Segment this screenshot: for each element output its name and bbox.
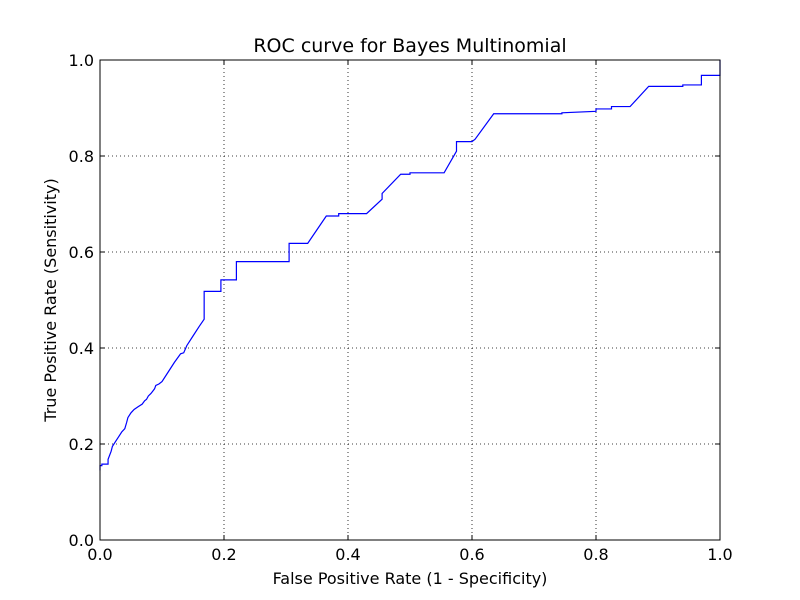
x-tick-label: 0.2 bbox=[211, 545, 236, 564]
y-tick-label: 0.4 bbox=[69, 339, 94, 358]
y-tick-label: 1.0 bbox=[69, 51, 94, 70]
roc-curve-line bbox=[99, 60, 721, 471]
x-axis-label: False Positive Rate (1 - Specificity) bbox=[273, 569, 548, 588]
x-tick-label: 0.8 bbox=[583, 545, 608, 564]
x-tick-label: 0.0 bbox=[87, 545, 112, 564]
y-tick-label: 0.2 bbox=[69, 435, 94, 454]
x-tick-label: 0.4 bbox=[335, 545, 360, 564]
tick-labels: 0.0 0.2 0.4 0.6 0.8 1.0 0.0 0.2 0.4 0.6 0.8 1.0 bbox=[69, 51, 733, 564]
y-axis-label: True Positive Rate (Sensitivity) bbox=[41, 178, 60, 422]
axis-ticks bbox=[99, 59, 721, 541]
grid bbox=[99, 59, 721, 541]
x-tick-label: 0.6 bbox=[459, 545, 484, 564]
y-tick-label: 0.6 bbox=[69, 243, 94, 262]
chart-title: ROC curve for Bayes Multinomial bbox=[253, 35, 566, 57]
y-tick-label: 0.0 bbox=[69, 531, 94, 550]
y-tick-label: 0.8 bbox=[69, 147, 94, 166]
x-tick-label: 1.0 bbox=[707, 545, 732, 564]
plot-frame bbox=[99, 59, 721, 541]
